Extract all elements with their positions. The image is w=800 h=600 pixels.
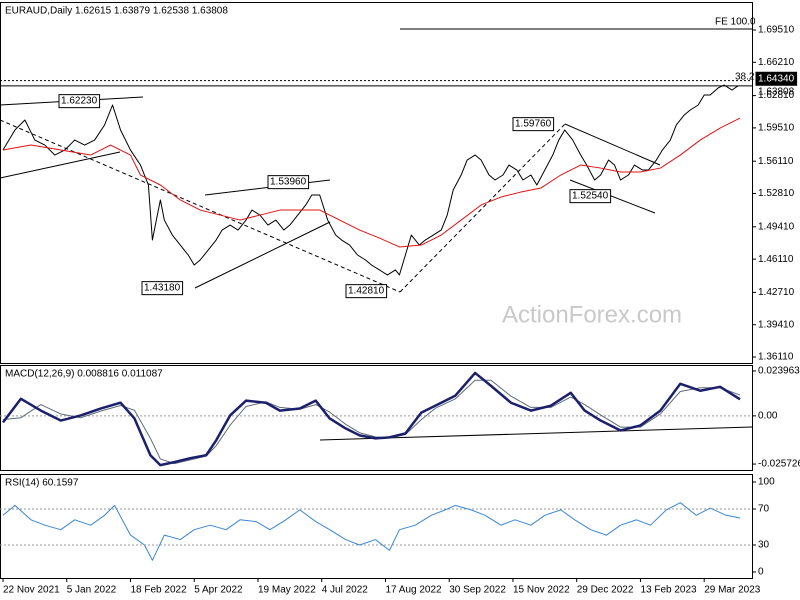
price-label: 1.63808 xyxy=(758,86,795,97)
label-box xyxy=(755,71,798,86)
y-tick-label: 1.66210 xyxy=(758,57,795,68)
series-line xyxy=(2,117,741,248)
x-tick-label: 4 Jul 2022 xyxy=(322,585,369,596)
annotation: 1.53960 xyxy=(270,177,307,188)
y-tick-label: 1.39410 xyxy=(758,319,795,330)
y-tick-label: 1.46110 xyxy=(758,254,794,265)
trendline xyxy=(569,179,656,214)
y-tick-label: 0 xyxy=(758,567,764,578)
y-tick-label: 30 xyxy=(758,540,770,551)
trendline xyxy=(0,151,121,179)
y-tick-label: 1.56110 xyxy=(758,156,794,167)
label-box xyxy=(58,94,101,109)
annotation: 38.2 xyxy=(735,72,755,83)
price-label: 1.64340 xyxy=(758,73,795,84)
y-tick-label: 1.42710 xyxy=(758,287,795,298)
series-line xyxy=(1,371,741,467)
panel-frame xyxy=(0,474,753,579)
annotation: 1.43180 xyxy=(144,283,181,294)
y-tick-label: 1.36110 xyxy=(758,352,794,363)
panel-title: MACD(12,26,9) 0.008816 0.011087 xyxy=(5,369,163,380)
series-line xyxy=(2,502,741,561)
x-tick-label: 29 Mar 2023 xyxy=(704,585,761,596)
trendline xyxy=(194,221,331,289)
label-box xyxy=(569,189,612,204)
y-tick-label: 1.49410 xyxy=(758,221,795,232)
panel-frame xyxy=(0,2,753,364)
y-tick-label: 1.69510 xyxy=(758,25,795,36)
annotation: FE 100.0 xyxy=(715,17,756,28)
label-box xyxy=(345,284,388,299)
x-tick-label: 5 Apr 2022 xyxy=(194,585,243,596)
x-tick-label: 22 Nov 2021 xyxy=(3,585,60,596)
x-tick-label: 17 Aug 2022 xyxy=(385,585,442,596)
y-tick-label: -0.025726 xyxy=(758,459,800,470)
x-tick-label: 13 Feb 2023 xyxy=(640,585,697,596)
label-box xyxy=(267,175,310,190)
series-line xyxy=(2,379,741,465)
series-line xyxy=(2,84,739,276)
panel-frame xyxy=(0,365,753,471)
annotation: 1.59760 xyxy=(515,119,552,130)
y-tick-label: 0.00 xyxy=(758,410,778,421)
y-tick-label: 1.62810 xyxy=(758,90,795,101)
trendline xyxy=(564,123,661,166)
y-tick-label: 70 xyxy=(758,504,770,515)
x-tick-label: 18 Feb 2022 xyxy=(130,585,187,596)
panel-title: RSI(14) 60.1597 xyxy=(5,478,79,489)
label-box xyxy=(141,281,184,296)
annotation: 1.52540 xyxy=(572,191,609,202)
y-tick-label: 1.52810 xyxy=(758,188,795,199)
x-tick-label: 30 Sep 2022 xyxy=(449,585,506,596)
label-box xyxy=(512,117,555,132)
panel-title: EURAUD,Daily 1.62615 1.63879 1.62538 1.6… xyxy=(5,6,228,17)
x-tick-label: 5 Jan 2022 xyxy=(67,585,117,596)
y-tick-label: 0.023963 xyxy=(758,366,800,377)
trendline xyxy=(399,123,566,293)
y-tick-label: 1.59510 xyxy=(758,123,795,134)
watermark: ActionForex.com xyxy=(502,301,682,328)
annotation: 1.42810 xyxy=(348,286,385,297)
x-tick-label: 19 May 2022 xyxy=(258,585,316,596)
x-tick-label: 15 Nov 2022 xyxy=(513,585,570,596)
x-tick-label: 29 Dec 2022 xyxy=(577,585,634,596)
annotation: 1.62230 xyxy=(61,96,98,107)
y-tick-label: 100 xyxy=(758,477,775,488)
